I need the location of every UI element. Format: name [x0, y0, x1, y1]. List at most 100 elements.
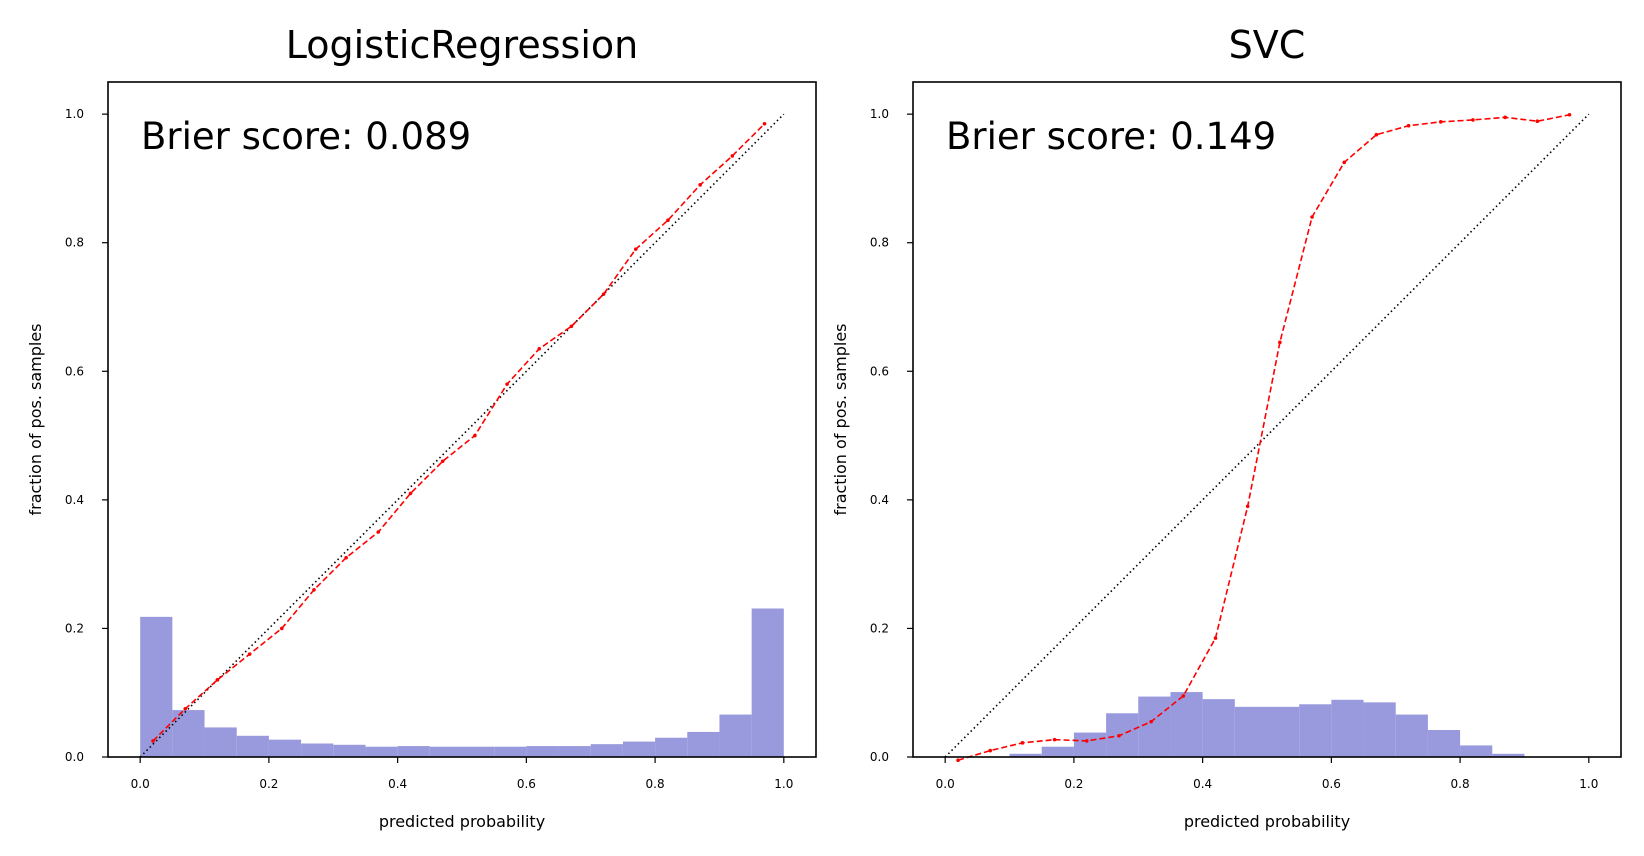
calibration-point	[1406, 123, 1411, 128]
calibration-point	[1374, 132, 1379, 137]
histogram-bar	[365, 746, 398, 757]
histogram-bar	[526, 746, 559, 757]
y-tick-label: 0.8	[870, 236, 889, 250]
x-tick-label: 1.0	[774, 777, 793, 791]
x-tick-label: 0.4	[1193, 777, 1212, 791]
calibration-point	[762, 121, 767, 126]
calibration-curve	[957, 114, 1570, 761]
calibration-point	[1535, 119, 1540, 124]
x-tick-label: 0.2	[1064, 777, 1083, 791]
calibration-point	[215, 678, 220, 682]
reference-diagonal-line	[139, 113, 785, 758]
calibration-point	[1020, 741, 1025, 745]
histogram-bar	[622, 741, 656, 757]
calibration-point	[1471, 118, 1475, 122]
histogram-bar	[236, 735, 269, 757]
y-tick-label: 1.0	[65, 107, 84, 121]
calibration-point	[279, 626, 284, 631]
x-tick-label: 1.0	[1579, 777, 1598, 791]
histogram-bar	[1267, 706, 1300, 757]
calibration-point	[1342, 160, 1347, 165]
y-tick-label: 0.6	[65, 364, 84, 378]
calibration-point	[344, 555, 348, 560]
histogram-bar	[719, 714, 752, 757]
histogram-bar	[494, 746, 527, 757]
calibration-point	[473, 433, 477, 438]
calibration-point	[1117, 733, 1121, 738]
calibration-point	[183, 706, 188, 711]
calibration-point	[988, 748, 993, 753]
calibration-point	[1149, 719, 1153, 724]
calibration-point	[1438, 120, 1443, 124]
calibration-point	[569, 324, 574, 329]
histogram-bar	[172, 710, 205, 757]
histogram-bar	[558, 746, 591, 757]
calibration-point	[1503, 115, 1507, 120]
calibration-point	[1567, 112, 1572, 117]
x-axis-label: predicted probability	[1184, 812, 1350, 831]
calibration-point	[151, 739, 155, 743]
y-tick-label: 0.6	[870, 364, 889, 378]
calibration-point	[698, 183, 702, 187]
histogram-bar	[1041, 746, 1074, 757]
calibration-point	[666, 218, 670, 223]
calibration-point	[1278, 340, 1282, 345]
calibration-point	[1310, 215, 1314, 219]
histogram-bar	[1492, 753, 1525, 757]
calibration-curve	[152, 123, 766, 742]
histogram-bar	[1202, 699, 1235, 757]
histogram-bar	[590, 744, 623, 757]
histogram-bar	[333, 744, 366, 757]
histogram-bar	[1427, 730, 1461, 757]
calibration-point	[247, 652, 252, 656]
histogram-bar	[1073, 732, 1107, 757]
calibration-point	[312, 588, 316, 592]
calibration-point	[408, 491, 413, 496]
histogram-bar	[429, 746, 462, 757]
histogram-bar	[1363, 702, 1396, 757]
x-axis-label: predicted probability	[379, 812, 545, 831]
x-tick-label: 0.0	[131, 777, 150, 791]
y-tick-label: 0.4	[65, 493, 84, 507]
calibration-point	[601, 292, 606, 296]
y-axis-label: fraction of pos. samples	[831, 323, 850, 515]
calibration-point	[1052, 737, 1057, 742]
histogram-bar	[204, 727, 237, 757]
calibration-point	[1181, 694, 1186, 698]
calibration-point	[633, 247, 638, 251]
calibration-point	[440, 459, 445, 464]
calibration-point	[1213, 636, 1218, 640]
histogram-bar	[462, 746, 495, 757]
y-tick-label: 0.4	[870, 493, 889, 507]
brier-score-annotation: Brier score: 0.149	[946, 115, 1276, 158]
x-tick-label: 0.0	[936, 777, 955, 791]
histogram-bar	[1460, 745, 1493, 757]
x-tick-label: 0.8	[646, 777, 665, 791]
reference-diagonal-line	[944, 113, 1590, 758]
histogram-bar	[687, 731, 720, 757]
chart-title: LogisticRegression	[286, 23, 638, 67]
calibration-point	[376, 530, 381, 534]
chart-title: SVC	[1229, 23, 1306, 67]
calibration-point	[956, 758, 960, 763]
y-tick-label: 0.2	[870, 621, 889, 635]
x-tick-label: 0.6	[517, 777, 536, 791]
axes-frame	[107, 81, 817, 758]
calibration-point	[1084, 739, 1089, 743]
calibration-point	[1245, 504, 1250, 509]
y-tick-label: 0.0	[65, 750, 84, 764]
histogram-bar	[655, 737, 688, 757]
y-tick-label: 0.0	[870, 750, 889, 764]
histogram-bar	[1331, 699, 1364, 757]
brier-score-annotation: Brier score: 0.089	[141, 115, 471, 158]
axes-frame	[912, 81, 1622, 758]
calibration-point	[730, 154, 735, 158]
x-tick-label: 0.8	[1451, 777, 1470, 791]
y-tick-label: 0.2	[65, 621, 84, 635]
x-tick-label: 0.6	[1322, 777, 1341, 791]
histogram-bar	[751, 608, 784, 757]
histogram-bar	[1138, 696, 1171, 757]
chart-panel-1: 0.0 0.2 0.4 0.6 0.8 1.0 0.0 0.2 0.4 0.6 0.8 1.0 Logi…	[26, 23, 817, 831]
histogram-bar	[140, 616, 173, 757]
